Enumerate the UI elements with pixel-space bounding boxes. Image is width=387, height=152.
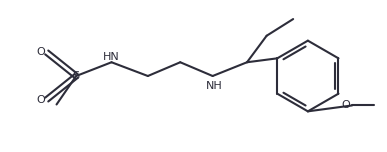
Text: S: S	[73, 71, 80, 81]
Text: HN: HN	[103, 52, 120, 62]
Text: O: O	[36, 47, 45, 57]
Text: O: O	[341, 100, 350, 111]
Text: O: O	[36, 95, 45, 105]
Text: NH: NH	[206, 81, 223, 91]
